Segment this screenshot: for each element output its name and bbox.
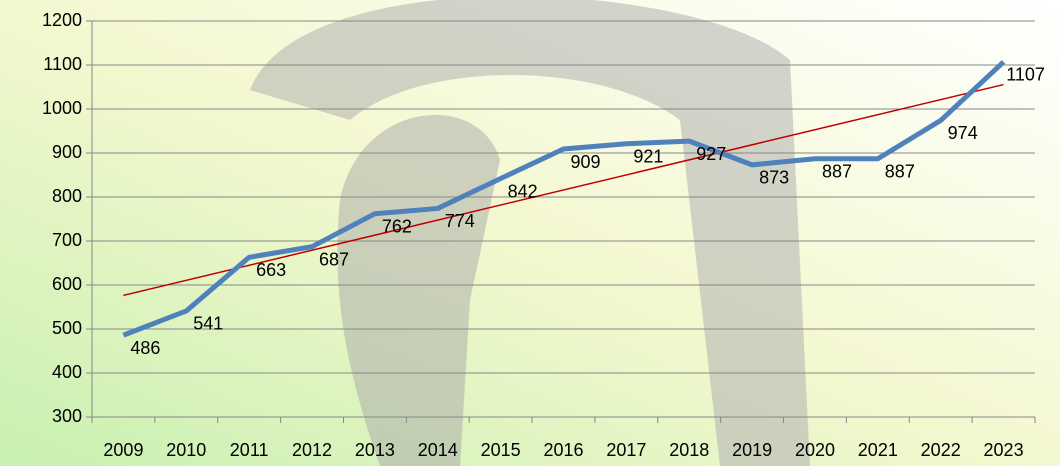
- data-label: 927: [696, 144, 726, 164]
- data-label: 762: [382, 216, 412, 236]
- data-label: 873: [759, 168, 789, 188]
- x-tick-label: 2016: [543, 440, 583, 460]
- y-tick-label: 700: [52, 230, 82, 250]
- x-tick-label: 2019: [732, 440, 772, 460]
- x-tick-label: 2015: [481, 440, 521, 460]
- x-tick-label: 2010: [166, 440, 206, 460]
- data-label: 1107: [1006, 65, 1045, 85]
- data-label: 663: [256, 260, 286, 280]
- data-label: 541: [193, 314, 223, 334]
- x-tick-label: 2011: [230, 440, 269, 460]
- data-label: 887: [822, 161, 852, 181]
- y-tick-label: 500: [52, 318, 82, 338]
- data-label: 909: [570, 152, 600, 172]
- data-line: [122, 60, 1006, 338]
- y-tick-label: 800: [52, 186, 82, 206]
- trendline: [123, 83, 1004, 297]
- x-tick-label: 2012: [292, 440, 332, 460]
- data-label: 921: [633, 147, 663, 167]
- x-tick-label: 2022: [921, 440, 961, 460]
- data-label: 974: [948, 123, 978, 143]
- y-tick-label: 1200: [42, 10, 82, 30]
- x-tick-label: 2014: [418, 440, 458, 460]
- watermark: [250, 0, 810, 466]
- x-tick-label: 2020: [795, 440, 835, 460]
- x-tick-label: 2023: [984, 440, 1024, 460]
- data-label: 486: [130, 338, 160, 358]
- x-tick-label: 2013: [355, 440, 395, 460]
- x-tick-label: 2021: [858, 440, 898, 460]
- x-tick-label: 2017: [606, 440, 646, 460]
- data-label: 887: [885, 161, 915, 181]
- y-tick-label: 1000: [42, 98, 82, 118]
- data-label: 842: [508, 181, 538, 201]
- y-tick-label: 600: [52, 274, 82, 294]
- data-label: 774: [445, 211, 475, 231]
- x-tick-label: 2018: [669, 440, 709, 460]
- y-tick-label: 900: [52, 142, 82, 162]
- data-label: 687: [319, 249, 349, 269]
- y-tick-label: 400: [52, 362, 82, 382]
- y-tick-label: 300: [52, 406, 82, 426]
- watermark: [337, 114, 500, 466]
- x-tick-label: 2009: [103, 440, 143, 460]
- y-tick-label: 1100: [43, 54, 82, 74]
